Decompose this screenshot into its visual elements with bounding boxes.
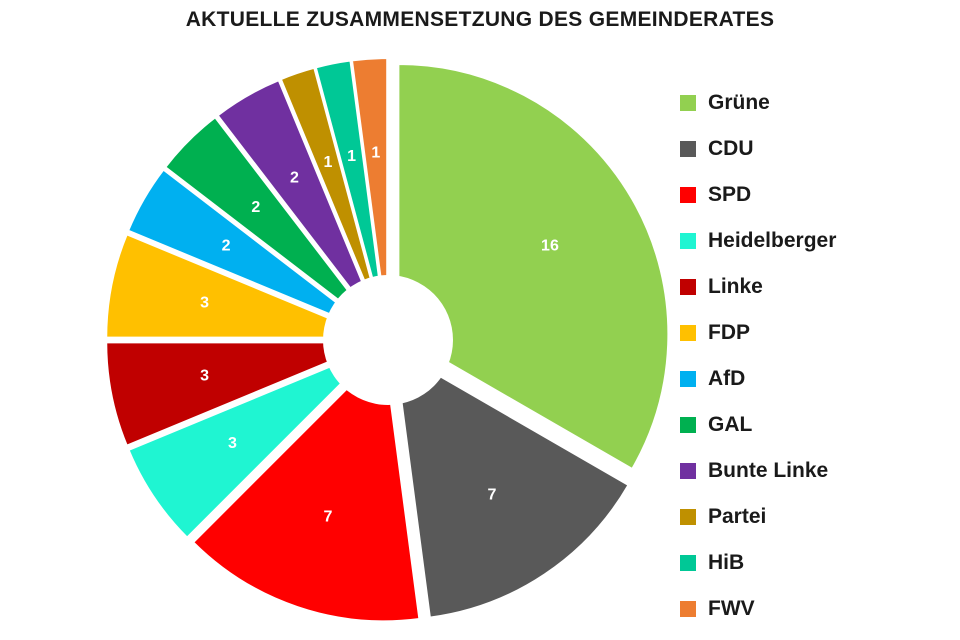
legend-swatch (680, 95, 696, 111)
slice-value-label: 3 (200, 368, 209, 385)
legend-label: SPD (708, 183, 752, 206)
legend-item: FDP (680, 310, 836, 356)
chart-title: AKTUELLE ZUSAMMENSETZUNG DES GEMEINDERAT… (185, 8, 775, 31)
slice-value-label: 16 (541, 238, 559, 255)
legend-swatch (680, 325, 696, 341)
pie-slice-fdp (105, 233, 377, 339)
legend-item: AfD (680, 356, 836, 402)
pie-slice-afd (126, 168, 379, 335)
legend-label: Heidelberger (708, 229, 837, 252)
legend-item: Heidelberger (680, 218, 836, 264)
legend-item: Linke (680, 264, 836, 310)
slice-value-label: 1 (323, 154, 332, 171)
legend-label: Partei (708, 505, 767, 528)
legend-swatch (680, 601, 696, 617)
legend: Grüne CDU SPD Heidelberger Linke FDP AfD GAL Bun… (680, 80, 836, 632)
slice-value-label: 2 (290, 169, 299, 186)
legend-swatch (680, 371, 696, 387)
legend-label: FDP (708, 321, 750, 344)
pie-slice-grüne (397, 62, 670, 471)
slice-value-label: 3 (228, 435, 237, 452)
legend-swatch (680, 233, 696, 249)
legend-label: Linke (708, 275, 763, 298)
pie-slice-fwv (350, 57, 389, 329)
legend-swatch (680, 141, 696, 157)
pie-slice-spd (191, 349, 421, 623)
pie-slice-heidelberger (127, 345, 379, 540)
pie-slice-linke (105, 341, 377, 447)
legend-item: CDU (680, 126, 836, 172)
slice-value-label: 3 (200, 295, 209, 312)
legend-item: Bunte Linke (680, 448, 836, 494)
legend-label: GAL (708, 413, 753, 436)
legend-swatch (680, 509, 696, 525)
legend-item: FWV (680, 586, 836, 632)
pie-slice-hib (314, 59, 387, 329)
legend-item: Partei (680, 494, 836, 540)
legend-swatch (680, 463, 696, 479)
legend-item: SPD (680, 172, 836, 218)
legend-item: GAL (680, 402, 836, 448)
slice-value-label: 2 (251, 199, 260, 216)
slice-value-label: 2 (222, 238, 231, 255)
legend-label: Bunte Linke (708, 459, 829, 482)
legend-label: AfD (708, 367, 746, 390)
slice-value-label: 1 (347, 148, 356, 165)
legend-swatch (680, 187, 696, 203)
slice-value-label: 7 (487, 487, 496, 504)
legend-label: FWV (708, 597, 755, 620)
legend-item: HiB (680, 540, 836, 586)
legend-label: CDU (708, 137, 754, 160)
legend-item: Grüne (680, 80, 836, 126)
pie-slice-gal (163, 115, 381, 333)
pie-slice-cdu (393, 348, 630, 619)
legend-swatch (680, 279, 696, 295)
slice-value-label: 7 (323, 508, 332, 525)
pie-slice-partei (279, 66, 386, 330)
doughnut-hole (323, 275, 453, 405)
legend-swatch (680, 417, 696, 433)
legend-label: HiB (708, 551, 745, 574)
slice-value-label: 1 (371, 145, 380, 162)
legend-label: Grüne (708, 91, 770, 114)
pie-slice-bunte-linke (216, 78, 383, 331)
legend-swatch (680, 555, 696, 571)
